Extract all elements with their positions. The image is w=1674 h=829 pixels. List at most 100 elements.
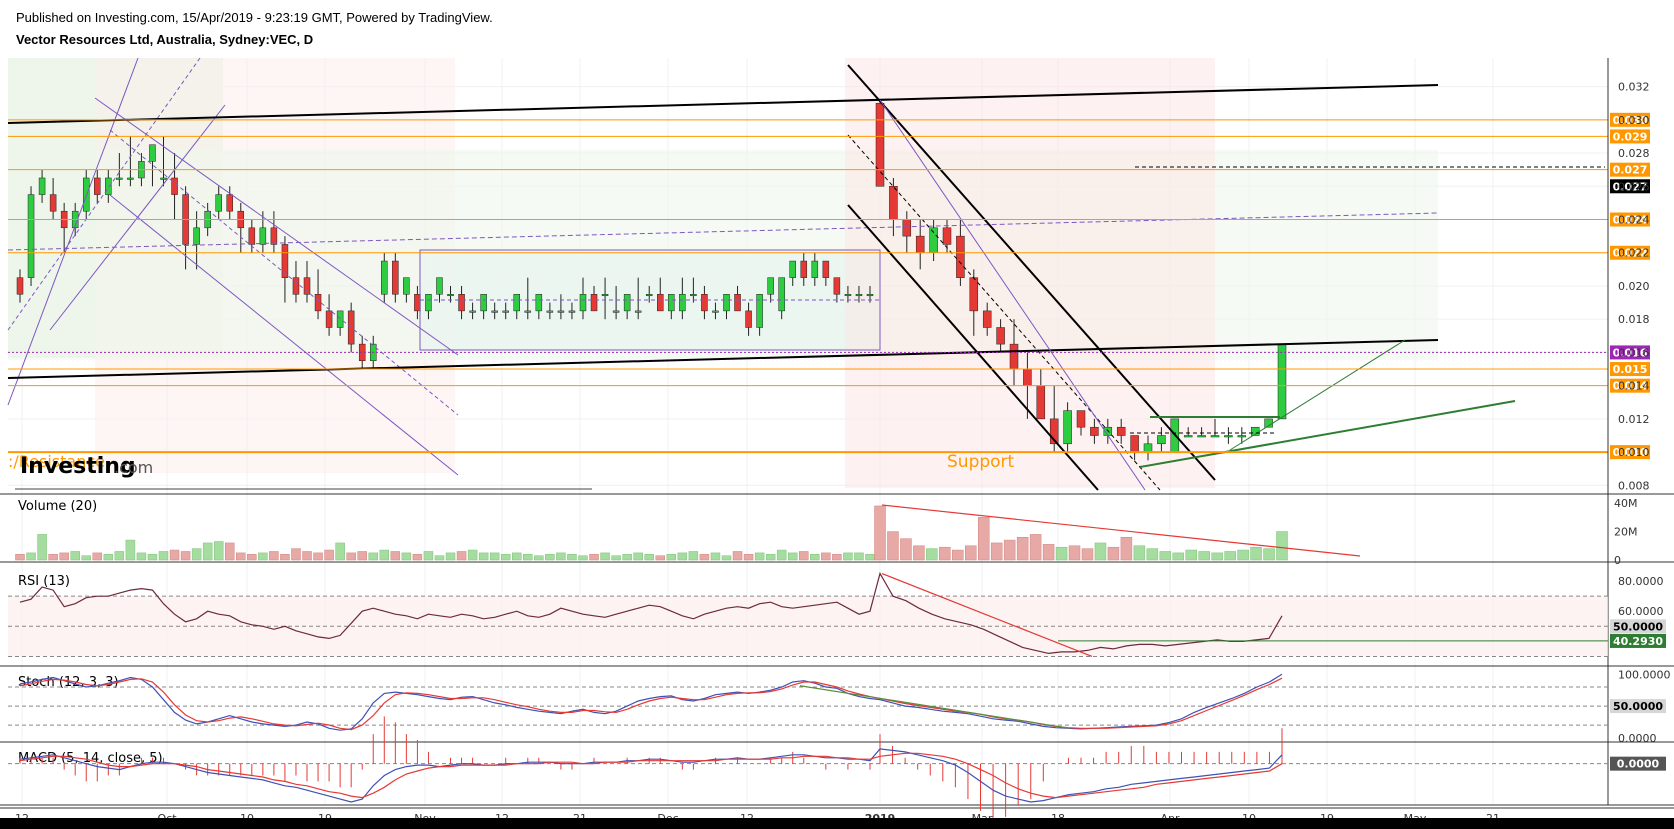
green-thin-line [1229, 339, 1406, 451]
candle-bear [314, 294, 322, 312]
rsi-tick: 60.0000 [1618, 605, 1664, 618]
volume-bar [423, 551, 434, 561]
volume-bar [313, 552, 323, 561]
volume-bar [977, 517, 990, 561]
rsi-badge-text: 40.2930 [1613, 635, 1663, 648]
drawing-zones [8, 58, 1438, 488]
volume-bar [556, 552, 566, 561]
volume-bar [1250, 546, 1262, 561]
candle-bear [1009, 343, 1019, 370]
candle-bear [1049, 418, 1059, 445]
candle-bear [734, 294, 741, 312]
volume-pane-title: Volume (20) [18, 499, 97, 514]
price-level-badge [1610, 362, 1650, 377]
candle-bear [94, 177, 101, 195]
price-tick: 0.024 [1618, 214, 1650, 227]
volume-bar [1016, 536, 1029, 561]
volume-bar [832, 554, 842, 561]
upper-trend-line [7, 84, 1439, 124]
purple-channel-line [7, 57, 139, 406]
volume-bar [136, 552, 147, 561]
volume-bar [1107, 546, 1120, 561]
volume-bar [1198, 551, 1210, 561]
volume-bar [1029, 534, 1042, 561]
candle-bull [668, 294, 675, 312]
volume-bar [368, 552, 378, 561]
volume-bar [236, 552, 246, 561]
volume-bar [1237, 549, 1249, 561]
candle-bear [458, 294, 465, 312]
zone-pink-right [845, 58, 1215, 488]
rsi-badge [1610, 619, 1666, 634]
price-level-badge [1610, 345, 1650, 360]
candle-bull [513, 294, 521, 312]
candle-bull [557, 310, 565, 313]
volume-bar [534, 555, 544, 561]
candle-bear [1090, 426, 1099, 436]
candle-bull [1277, 343, 1287, 420]
green-rising-line [1139, 400, 1516, 468]
volume-bar [335, 542, 345, 561]
macd-lines: 0.0000 [8, 716, 1666, 823]
candle-bull [215, 194, 222, 212]
volume-bar [1263, 548, 1275, 561]
volume-bar [1120, 536, 1133, 561]
candle-bull [601, 294, 609, 297]
volume-bar [965, 545, 977, 561]
price-tick: 0.032 [1618, 81, 1650, 94]
volume-bars [15, 504, 1361, 561]
volume-bar [688, 551, 699, 561]
stoch-trendline [799, 685, 1071, 729]
volume-bar [114, 551, 125, 561]
volume-bar [81, 555, 91, 561]
candle-bull [1237, 435, 1247, 438]
rsi-badge [1610, 633, 1666, 648]
volume-bar [247, 554, 257, 561]
volume-bar [913, 545, 925, 561]
candle-bull [336, 310, 344, 328]
candle-bear [956, 235, 965, 278]
candle-bear [325, 310, 333, 328]
volume-bar [578, 555, 588, 561]
stoch-lines: 50.0000 [8, 673, 1666, 731]
candle-bear [833, 277, 841, 295]
candle-bull [568, 310, 576, 313]
candle-bull [778, 277, 785, 312]
volume-bar [191, 548, 202, 561]
volume-bar [600, 552, 610, 561]
volume-bar [456, 551, 467, 561]
price-level-text: 0.030 [1613, 114, 1648, 127]
candle-bull [1224, 435, 1233, 438]
volume-bar [48, 554, 58, 561]
candle-bear [1130, 435, 1139, 453]
candle-bull [381, 260, 388, 295]
volume-bar [1276, 531, 1288, 561]
volume-bar [787, 552, 798, 561]
candle-bear [822, 260, 830, 278]
stoch-k-line [19, 673, 1283, 731]
candle-bull [767, 277, 774, 295]
candle-bull [1210, 435, 1220, 438]
candle-bear [16, 277, 24, 295]
candle-bull [160, 177, 167, 180]
candle-bull [811, 260, 819, 278]
candle-bear [270, 227, 278, 245]
volume-bar [799, 551, 809, 561]
candle-bull [929, 227, 938, 253]
candle-bull [27, 194, 35, 278]
candle-bear [745, 310, 752, 328]
candle-bear [1036, 385, 1046, 420]
volume-bar [523, 554, 533, 561]
candle-bear [701, 294, 708, 312]
volume-bar [952, 549, 964, 561]
macd-line [19, 748, 1283, 803]
volume-bar [180, 551, 191, 561]
stoch-d-line [19, 677, 1283, 731]
volume-bar [158, 551, 169, 561]
volume-bar [865, 554, 875, 561]
candle-bull [1063, 410, 1072, 445]
candle-bear [292, 277, 300, 295]
rsi-trendline [881, 572, 1093, 658]
volume-bar [721, 555, 732, 561]
